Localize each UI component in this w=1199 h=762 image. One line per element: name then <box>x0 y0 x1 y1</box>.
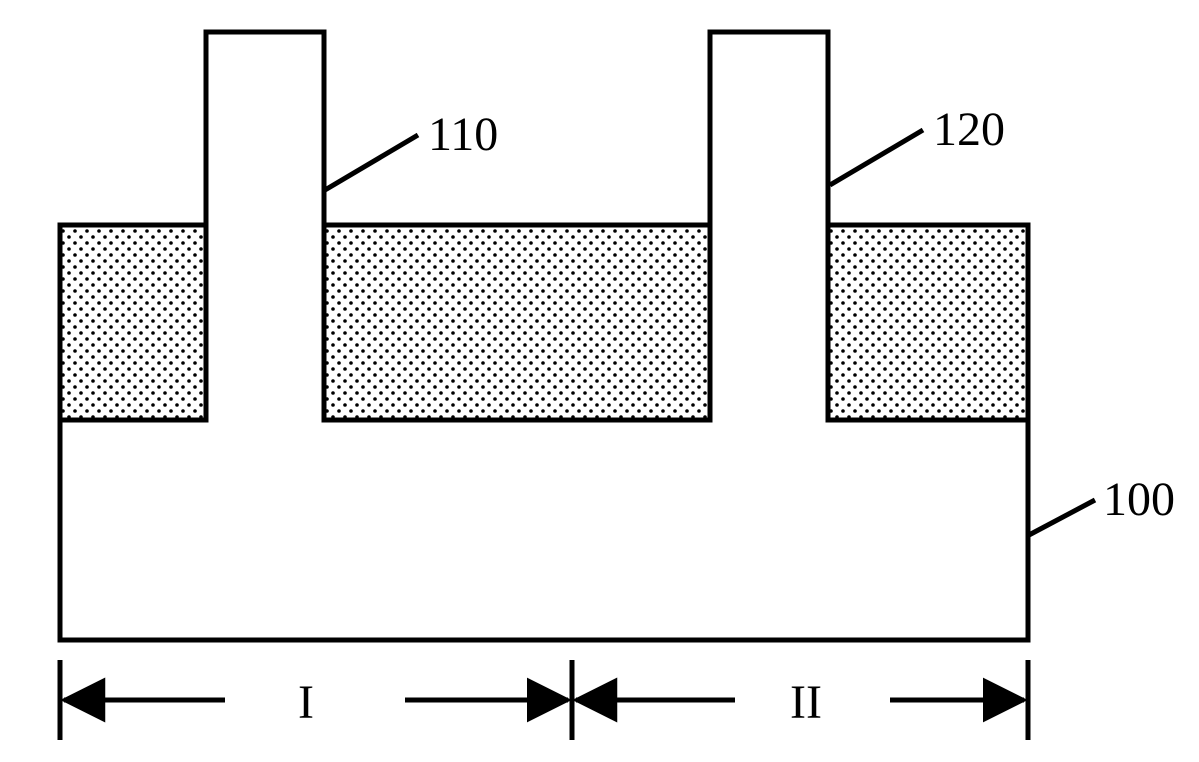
sti-region-left <box>60 225 206 420</box>
sti-region-right <box>828 225 1028 420</box>
region-label-II: II <box>790 676 822 729</box>
leader-120 <box>830 130 923 185</box>
label-120: 120 <box>933 103 1005 156</box>
label-110: 110 <box>428 108 498 161</box>
diagram-svg: 110 120 100 I II <box>0 0 1199 762</box>
leader-100 <box>1029 500 1095 535</box>
region-label-I: I <box>298 676 314 729</box>
sti-region-mid <box>324 225 710 420</box>
label-100: 100 <box>1103 473 1175 526</box>
leader-110 <box>325 135 418 190</box>
